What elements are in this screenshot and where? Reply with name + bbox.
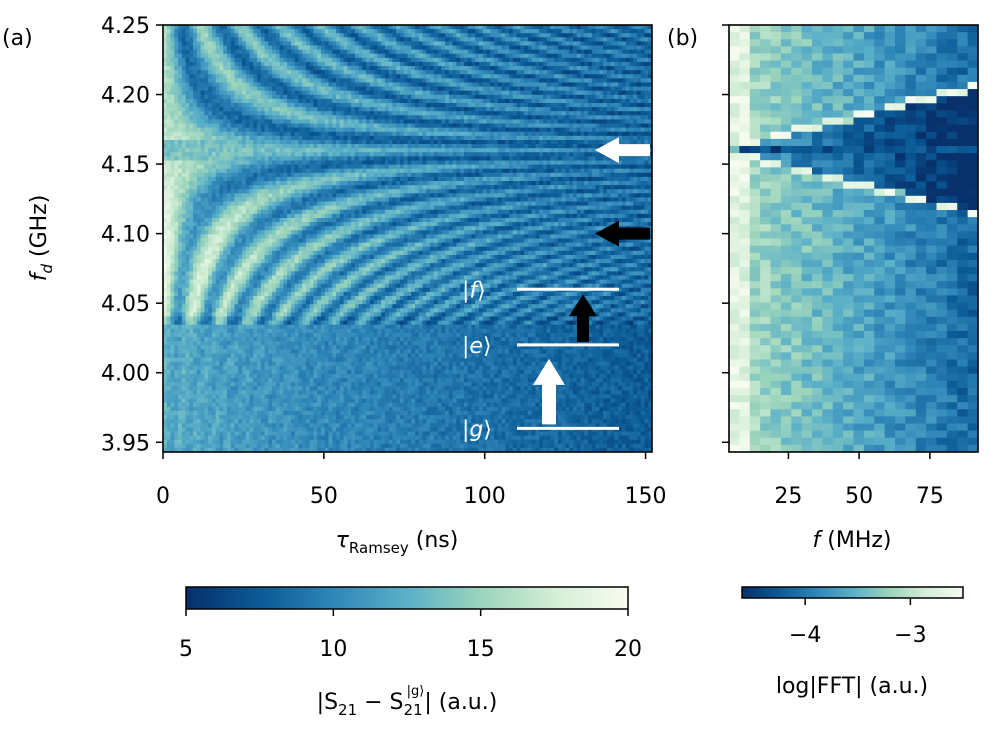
colorbar-main-tick-label: 5 [179,637,193,662]
colorbar-fft-label: log|FFT| (a.u.) [776,674,928,699]
energy-level-label: |f⟩ [462,278,486,303]
y-axis-label-sub: d [38,264,56,274]
y-tick-label-a: 3.95 [101,431,150,456]
x-axis-a: 0 50 100 150 [156,452,667,509]
x-tick-label-b: 75 [916,484,944,509]
y-axis-b [722,24,729,444]
#fff-marker-arrow [595,137,650,164]
colorbar-main-tick-label: 15 [467,637,495,662]
cbar-label-sub2: 21 [404,701,423,719]
cbar-label-mid: − S [357,690,403,715]
cbar-label-post: | (a.u.) [424,690,497,715]
x-axis-label-a-sub: Ramsey [349,539,409,557]
panel-a-heatmap: |g⟩ |e⟩ |f⟩ 3.95 4.00 4.05 4.10 4.15 4.20 4.25 0… [101,14,667,509]
x-axis-label-b-space [820,528,827,553]
x-tick-label-a: 0 [156,484,170,509]
colorbar-main-tick-label: 20 [614,637,642,662]
x-axis-label-b-symbol: f [813,528,824,553]
y-axis-label-space [27,257,52,264]
#000-marker-arrow [595,220,650,247]
y-axis-label: fd (GHz) [27,195,56,282]
panel-b-heatmap: 25 50 75 [722,24,979,509]
colorbar-main: 5 10 15 20 |S21 − S21|g⟩| (a.u.) [179,586,642,719]
colorbar-fft-ticks: −4 −3 [789,598,927,648]
x-axis-b: 25 50 75 [774,452,944,509]
colorbar-fft-gradient [741,586,964,599]
colorbar-fft: −4 −3 log|FFT| (a.u.) [741,586,964,699]
colorbar-fft-tick-label: −3 [894,623,926,648]
#fff-transition-arrow [533,358,565,425]
colorbar-main-ticks: 5 10 15 20 [179,609,642,662]
axes-frame-b [728,24,979,453]
#000-transition-arrow [569,294,597,342]
y-tick-label-a: 4.10 [101,223,150,248]
colorbar-main-gradient [185,586,629,610]
x-axis-label-a: τRamsey (ns) [336,528,459,557]
y-axis-label-unit: (GHz) [27,195,52,257]
y-tick-label-a: 4.00 [101,362,150,387]
energy-level-label: |e⟩ [462,334,492,359]
y-axis-label-symbol: f [27,270,52,281]
y-tick-label-a: 4.15 [101,153,150,178]
cbar-label-pre: |S [317,690,338,715]
heatmap-a-cells [163,25,652,452]
colorbar-main-label: |S21 − S21|g⟩| (a.u.) [317,684,498,719]
y-tick-label-a: 4.25 [101,14,150,39]
x-axis-label-b: f (MHz) [813,528,892,553]
energy-level-annotations: |g⟩ |e⟩ |f⟩ [462,137,650,442]
panel-b-label: (b) [667,26,698,51]
x-axis-label-a-symbol: τ [336,528,350,553]
colorbar-fft-tick-label: −4 [789,623,821,648]
y-tick-label-a: 4.20 [101,84,150,109]
x-tick-label-a: 150 [625,484,667,509]
axes-frame-a [162,24,653,453]
x-axis-label-a-unit: (ns) [416,528,459,553]
x-axis-label-a-space [409,528,416,553]
x-axis-label-b-unit: (MHz) [827,528,891,553]
y-tick-label-a: 4.05 [101,292,150,317]
panel-a-label: (a) [2,26,33,51]
x-tick-label-b: 25 [774,484,802,509]
energy-level-label: |g⟩ [462,417,492,442]
cbar-label-sup: |g⟩ [407,684,425,699]
heatmap-b-cells [729,25,978,452]
y-axis-a: 3.95 4.00 4.05 4.10 4.15 4.20 4.25 [101,14,163,456]
colorbar-main-tick-label: 10 [319,637,347,662]
x-tick-label-a: 50 [310,484,338,509]
cbar-label-sub1: 21 [338,701,357,719]
x-tick-label-b: 50 [845,484,873,509]
x-tick-label-a: 100 [464,484,506,509]
